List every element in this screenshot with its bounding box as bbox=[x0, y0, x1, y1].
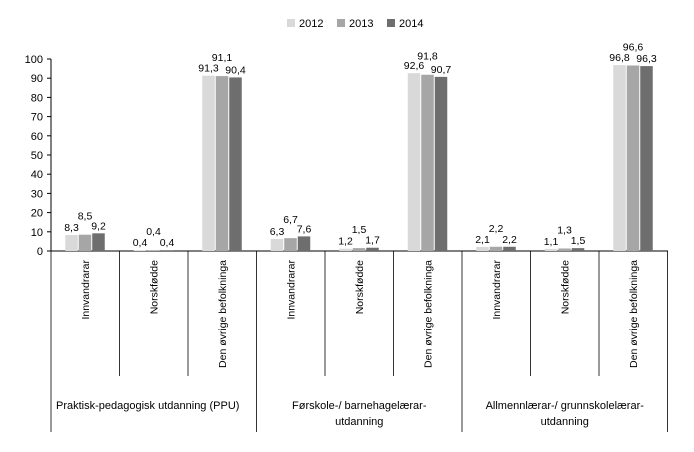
legend-swatch-2012 bbox=[287, 19, 295, 27]
legend-label: 2014 bbox=[399, 18, 423, 30]
data-label: 90,7 bbox=[431, 64, 452, 76]
category-label: Norskfødde bbox=[560, 260, 572, 314]
y-tick-label: 70 bbox=[31, 112, 43, 124]
bar-2013 bbox=[626, 65, 640, 251]
data-label: 2,2 bbox=[502, 234, 517, 246]
category-label: Den øvrige befolkninga bbox=[628, 260, 640, 368]
bar-2012 bbox=[270, 238, 284, 251]
data-label: 96,8 bbox=[609, 52, 630, 64]
legend-label: 2013 bbox=[349, 18, 373, 30]
bar-2012 bbox=[133, 250, 147, 251]
group-label: utdanning bbox=[335, 416, 383, 428]
bar-2013 bbox=[352, 248, 366, 251]
y-tick-label: 100 bbox=[25, 54, 43, 66]
category-label: Innvandrarar bbox=[286, 260, 298, 320]
bar-2014 bbox=[297, 236, 311, 251]
bar-2013 bbox=[147, 250, 160, 251]
category-label: Den øvrige befolkninga bbox=[423, 260, 435, 368]
y-tick-label: 0 bbox=[37, 246, 43, 258]
bar-2012 bbox=[407, 73, 421, 251]
bar-2012 bbox=[65, 235, 78, 251]
y-tick-label: 30 bbox=[31, 188, 43, 200]
bar-2014 bbox=[503, 246, 516, 251]
bar-2013 bbox=[489, 246, 503, 251]
bar-2013 bbox=[421, 74, 434, 251]
data-label: 1,5 bbox=[571, 235, 586, 247]
bar-2013 bbox=[78, 234, 92, 251]
data-label: 1,7 bbox=[365, 235, 380, 247]
data-label: 6,7 bbox=[283, 214, 298, 226]
bar-2014 bbox=[434, 76, 448, 251]
y-tick-label: 90 bbox=[31, 73, 43, 85]
bar-2014 bbox=[229, 77, 242, 251]
category-label: Den øvrige befolkninga bbox=[217, 260, 229, 368]
data-label: 0,4 bbox=[146, 226, 161, 238]
legend-label: 2012 bbox=[299, 18, 323, 30]
bar-2013 bbox=[284, 238, 297, 251]
bar-2014 bbox=[160, 250, 174, 251]
bar-2014 bbox=[640, 66, 653, 251]
data-label: 0,4 bbox=[160, 237, 175, 249]
data-label: 9,2 bbox=[91, 220, 106, 232]
y-tick-label: 60 bbox=[31, 131, 43, 143]
data-label: 96,3 bbox=[636, 53, 657, 65]
category-label: Norskfødde bbox=[149, 260, 161, 314]
group-label: Praktisk-pedagogisk utdanning (PPU) bbox=[56, 400, 239, 412]
data-label: 7,6 bbox=[297, 223, 312, 235]
y-tick-label: 40 bbox=[31, 169, 43, 181]
bar-2012 bbox=[476, 246, 489, 251]
bar-2012 bbox=[202, 75, 215, 251]
bar-2013 bbox=[215, 76, 229, 251]
data-label: 91,8 bbox=[417, 51, 438, 63]
y-tick-label: 80 bbox=[31, 92, 43, 104]
bar-2013 bbox=[558, 248, 571, 251]
bar-2012 bbox=[544, 248, 558, 251]
y-tick-label: 10 bbox=[31, 227, 43, 239]
bar-2012 bbox=[613, 65, 626, 251]
data-label: 1,2 bbox=[338, 236, 353, 248]
data-label: 91,3 bbox=[198, 63, 219, 75]
bar-2014 bbox=[366, 247, 379, 251]
bar-2014 bbox=[571, 248, 585, 251]
category-label: Innvandrarar bbox=[491, 260, 503, 320]
data-label: 91,1 bbox=[212, 52, 233, 64]
y-tick-label: 50 bbox=[31, 150, 43, 162]
category-label: Norskfødde bbox=[354, 260, 366, 314]
y-tick-label: 20 bbox=[31, 208, 43, 220]
category-label: Innvandrarar bbox=[80, 260, 92, 320]
group-label: Allmennlærar-/ grunnskolelærar- bbox=[486, 400, 645, 412]
data-label: 2,1 bbox=[475, 234, 490, 246]
data-label: 8,3 bbox=[64, 222, 79, 234]
group-label: Førskole-/ barnehagelærar- bbox=[292, 400, 427, 412]
data-label: 8,5 bbox=[78, 211, 93, 223]
bar-2012 bbox=[339, 248, 352, 251]
data-label: 1,3 bbox=[557, 225, 572, 237]
data-label: 0,4 bbox=[133, 237, 148, 249]
data-label: 90,4 bbox=[225, 64, 246, 76]
data-label: 6,3 bbox=[270, 226, 285, 238]
legend-swatch-2014 bbox=[387, 19, 395, 27]
data-label: 96,6 bbox=[623, 42, 644, 54]
data-label: 1,1 bbox=[544, 236, 559, 248]
data-label: 2,2 bbox=[489, 223, 504, 235]
bar-2014 bbox=[92, 233, 105, 251]
data-label: 92,6 bbox=[404, 60, 425, 72]
legend-swatch-2013 bbox=[337, 19, 345, 27]
data-label: 1,5 bbox=[352, 224, 367, 236]
group-label: utdanning bbox=[541, 416, 589, 428]
